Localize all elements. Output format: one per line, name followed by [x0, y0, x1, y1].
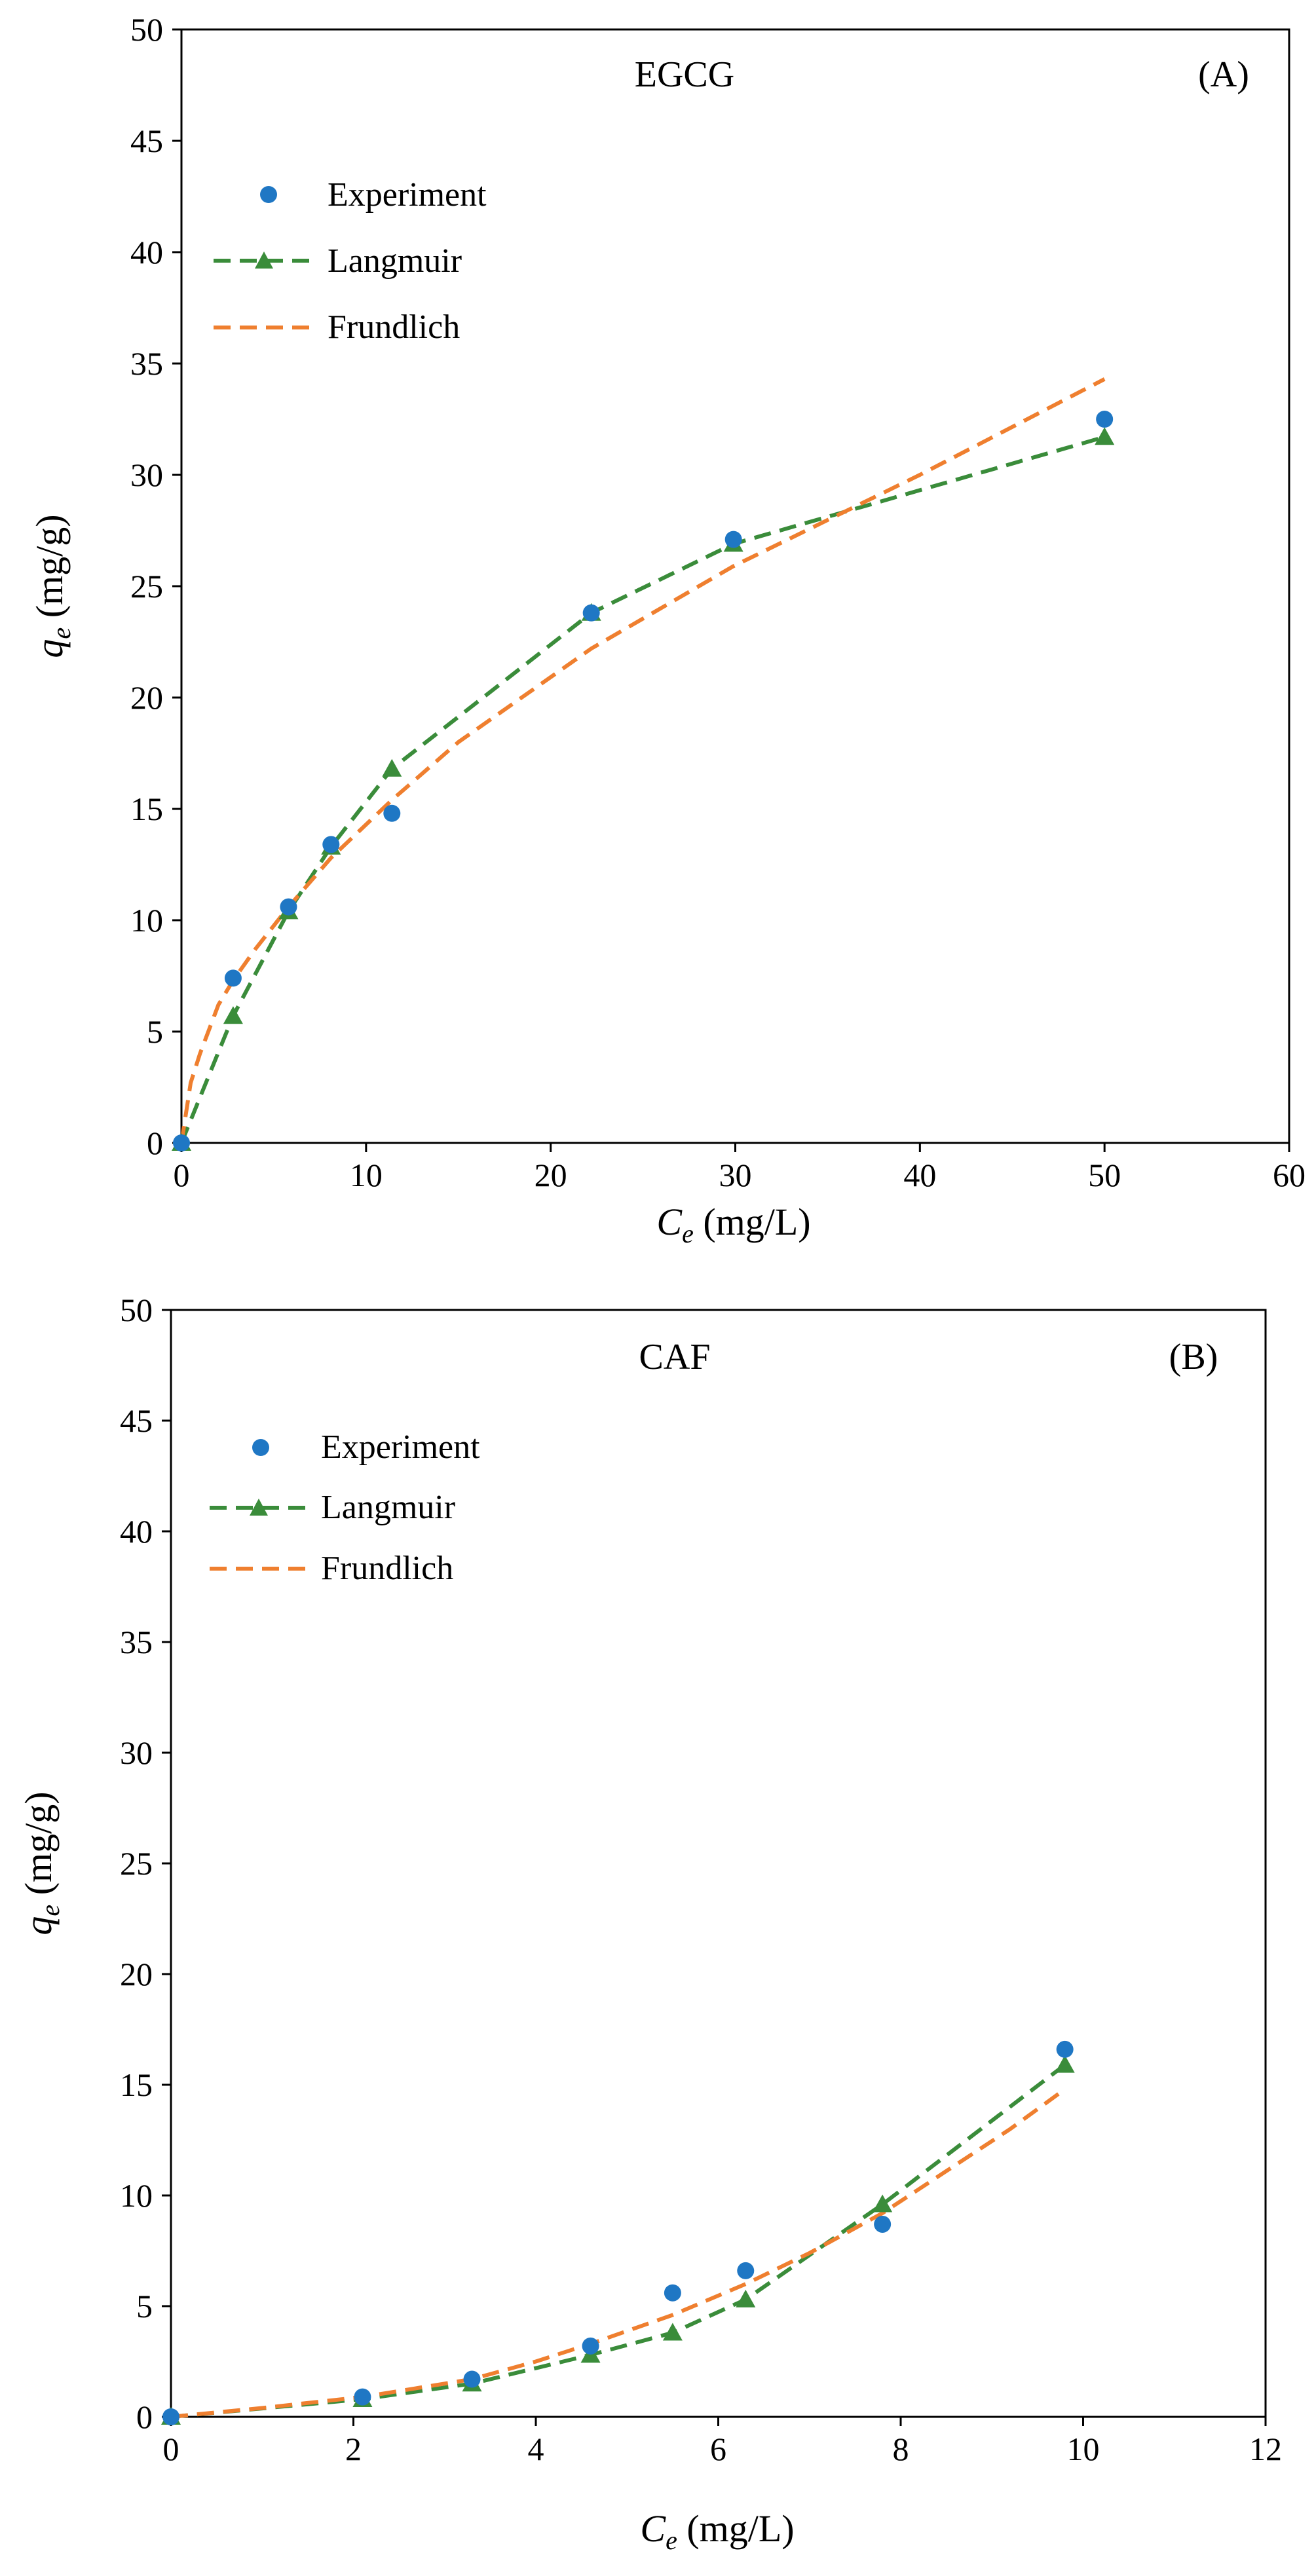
legend-label-langmuir: Langmuir	[328, 242, 462, 280]
x-tick-label: 6	[710, 2431, 726, 2467]
legend-item-experiment: Experiment	[252, 1428, 480, 1466]
data-point-experiment	[463, 2370, 481, 2388]
x-tick-label: 60	[1273, 1157, 1306, 1193]
y-tick-label: 35	[120, 1624, 153, 1660]
y-tick-label: 40	[130, 234, 163, 271]
data-point-langmuir	[873, 2194, 893, 2212]
data-point-experiment	[582, 604, 600, 622]
data-point-langmuir	[1095, 427, 1115, 445]
data-point-experiment	[280, 898, 297, 916]
legend-item-langmuir: Langmuir	[214, 242, 462, 280]
y-tick-label: 15	[120, 2066, 153, 2103]
legend-marker-langmuir	[255, 252, 273, 269]
panel-b: 0 5 10 15 20 25 30 35 40 45 50 0 2 4 6 8 10 12 CAF (B) Ce…	[17, 1292, 1282, 2555]
legend: Experiment Langmuir Frundlich	[214, 176, 487, 346]
panel-label: (A)	[1198, 54, 1249, 95]
x-tick-label: 2	[345, 2431, 362, 2467]
x-tick-label: 20	[535, 1157, 567, 1193]
x-tick-label: 10	[1067, 2431, 1100, 2467]
x-tick-label: 0	[163, 2431, 179, 2467]
data-point-experiment	[173, 1134, 190, 1151]
legend-item-langmuir: Langmuir	[210, 1489, 455, 1526]
y-tick-label: 35	[130, 345, 163, 382]
y-tick-label: 25	[120, 1845, 153, 1882]
x-tick-label: 0	[174, 1157, 190, 1193]
y-tick-label: 45	[120, 1402, 153, 1439]
x-tick-label: 30	[719, 1157, 752, 1193]
legend-marker-experiment	[260, 186, 277, 203]
y-tick-label: 20	[120, 1956, 153, 1992]
y-tick-label: 5	[147, 1013, 163, 1050]
legend-marker-langmuir	[250, 1499, 268, 1516]
y-tick-label: 15	[130, 791, 163, 827]
y-tick-label: 30	[130, 457, 163, 493]
legend-label-experiment: Experiment	[321, 1428, 480, 1466]
legend-label-langmuir: Langmuir	[321, 1489, 455, 1526]
x-tick-label: 8	[893, 2431, 909, 2467]
legend-item-frundlich: Frundlich	[210, 1550, 453, 1587]
legend-item-frundlich: Frundlich	[214, 308, 460, 346]
y-tick-label: 40	[120, 1513, 153, 1550]
data-point-experiment	[664, 2284, 681, 2302]
y-tick-label: 0	[136, 2399, 153, 2435]
data-point-langmuir	[382, 758, 402, 777]
x-tick-label: 4	[528, 2431, 544, 2467]
legend-label-frundlich: Frundlich	[328, 308, 460, 346]
data-point-experiment	[582, 2337, 599, 2355]
y-tick-label: 20	[130, 679, 163, 716]
x-tick-label: 12	[1249, 2431, 1282, 2467]
data-point-experiment	[874, 2215, 892, 2233]
x-tick-label: 10	[350, 1157, 383, 1193]
data-point-experiment	[383, 804, 401, 822]
panel-label: (B)	[1169, 1337, 1218, 1377]
y-tick-label: 30	[120, 1734, 153, 1771]
x-axis-title: Ce (mg/L)	[640, 2507, 794, 2555]
x-tick-label: 40	[903, 1157, 936, 1193]
data-point-experiment	[354, 2388, 371, 2406]
y-tick-label: 50	[130, 11, 163, 48]
y-tick-label: 50	[120, 1292, 153, 1328]
data-point-langmuir	[223, 1006, 243, 1024]
legend: Experiment Langmuir Frundlich	[210, 1428, 480, 1587]
legend-marker-experiment	[252, 1439, 269, 1456]
y-tick-label: 0	[147, 1125, 163, 1161]
data-point-experiment	[224, 969, 242, 987]
legend-label-frundlich: Frundlich	[321, 1550, 453, 1587]
data-point-experiment	[1096, 411, 1114, 428]
data-point-experiment	[162, 2408, 179, 2425]
panel-a: 0 5 10 15 20 25 30 35 40 45 50 0 10 20 30 40 50 60 EGCG (…	[28, 11, 1306, 1248]
chart-title: EGCG	[635, 54, 734, 95]
y-tick-label: 5	[136, 2288, 153, 2324]
data-point-experiment	[724, 531, 742, 548]
series-line-langmuir	[170, 2063, 1066, 2419]
y-tick-label: 10	[120, 2177, 153, 2214]
series-line-frundlich	[179, 377, 1106, 1144]
y-tick-label: 45	[130, 122, 163, 159]
legend-label-experiment: Experiment	[328, 176, 487, 214]
x-tick-label: 50	[1088, 1157, 1121, 1193]
data-point-experiment	[322, 836, 340, 853]
chart-title: CAF	[639, 1337, 711, 1377]
y-axis-title: qe (mg/g)	[17, 1791, 65, 1935]
series-line-langmuir	[179, 435, 1106, 1144]
y-tick-label: 25	[130, 568, 163, 605]
data-point-langmuir	[736, 2289, 756, 2307]
legend-item-experiment: Experiment	[260, 176, 487, 214]
data-point-experiment	[1056, 2040, 1074, 2058]
y-tick-label: 10	[130, 902, 163, 939]
y-axis-title: qe (mg/g)	[28, 514, 76, 658]
data-point-langmuir	[662, 2323, 683, 2341]
data-point-langmuir	[1055, 2055, 1075, 2073]
x-axis-title: Ce (mg/L)	[656, 1201, 810, 1248]
data-point-experiment	[737, 2262, 755, 2279]
